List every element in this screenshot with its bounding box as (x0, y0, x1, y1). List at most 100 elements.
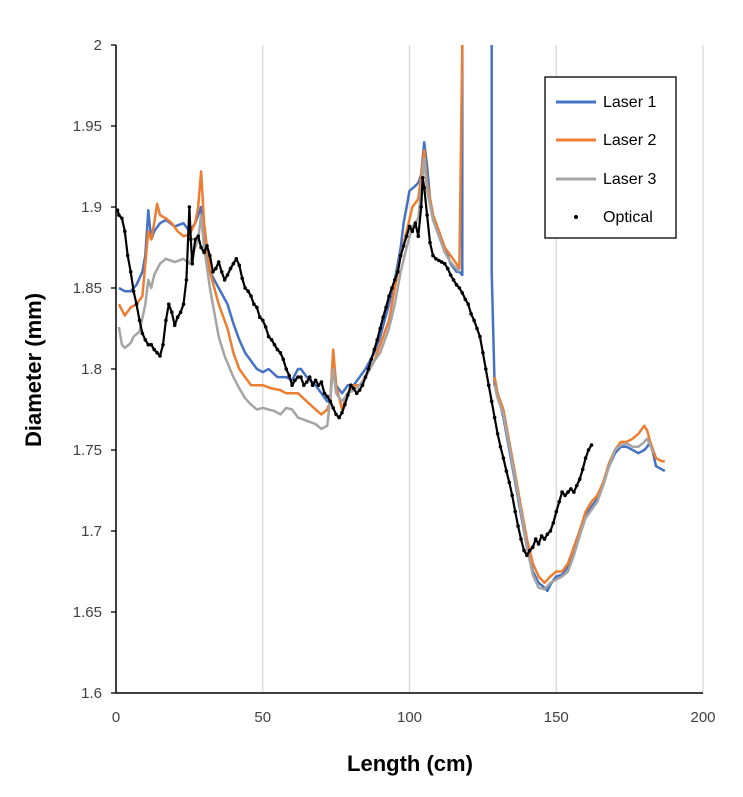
data-point-optical (310, 383, 315, 388)
data-point-optical (155, 351, 159, 355)
data-point-optical (586, 448, 591, 452)
data-point-optical (246, 289, 250, 294)
data-point-optical (531, 545, 535, 549)
data-point-optical (548, 529, 553, 533)
data-point-optical (219, 270, 224, 274)
data-point-optical (445, 266, 450, 271)
data-point-optical (504, 469, 509, 473)
data-point-optical (222, 278, 227, 282)
data-point-optical (519, 537, 523, 541)
data-point-optical (117, 213, 121, 217)
data-point-optical (457, 286, 462, 290)
data-point-optical (486, 383, 491, 388)
data-point-optical (178, 310, 183, 315)
data-point-optical (396, 270, 400, 274)
data-point-optical (128, 270, 133, 274)
data-point-optical (249, 294, 253, 298)
data-point-optical (557, 500, 561, 504)
data-point-optical (463, 297, 468, 302)
data-point-optical (372, 347, 377, 352)
data-point-optical (281, 357, 286, 362)
data-point-optical (293, 378, 297, 383)
y-tick-label: 1.6 (81, 685, 102, 702)
y-tick-label: 1.65 (73, 604, 102, 621)
data-point-optical (525, 553, 529, 558)
legend: Laser 1 Laser 2 Laser 3 Optical (544, 76, 677, 239)
data-point-optical (272, 342, 277, 347)
data-point-optical (137, 318, 142, 323)
data-point-optical (216, 260, 221, 264)
x-tick-label: 200 (690, 709, 715, 726)
data-point-optical (237, 263, 242, 268)
data-point-optical (516, 524, 520, 528)
y-tick-label: 1.8 (81, 361, 102, 378)
data-point-optical (369, 357, 374, 362)
legend-label-optical: Optical (603, 209, 653, 226)
data-point-optical (146, 342, 151, 347)
data-point-optical (410, 229, 415, 234)
y-tick-label: 1.85 (73, 280, 102, 297)
data-point-optical (492, 415, 497, 420)
x-tick-label: 50 (254, 709, 271, 726)
data-point-optical (589, 443, 594, 447)
y-tick-label: 1.9 (81, 199, 102, 216)
data-point-optical (269, 338, 274, 342)
data-point-optical (164, 318, 168, 323)
data-point-optical (255, 305, 259, 310)
data-point-optical (475, 326, 479, 331)
data-point-optical (469, 312, 473, 316)
legend-label-laser-1: Laser 1 (603, 94, 656, 111)
data-point-optical (401, 244, 406, 248)
data-point-optical (393, 278, 397, 282)
data-point-optical (158, 354, 162, 358)
axes (111, 44, 703, 694)
data-point-optical (354, 391, 359, 396)
data-point-optical (481, 351, 485, 355)
data-point-optical (322, 391, 327, 396)
data-point-optical (266, 334, 271, 339)
data-point-optical (115, 208, 120, 212)
data-point-optical (533, 537, 538, 541)
data-point-optical (489, 399, 494, 404)
data-point-optical (398, 253, 403, 258)
data-point-optical (240, 276, 244, 281)
data-point-optical (551, 521, 556, 525)
data-point-optical (454, 283, 459, 287)
data-point-optical (343, 402, 347, 407)
data-point-optical (290, 383, 294, 388)
data-point-optical (340, 410, 344, 415)
data-point-optical (243, 286, 247, 290)
y-tick-labels: 1.6 1.65 1.7 1.75 1.8 1.85 1.9 1.95 2 (73, 37, 102, 702)
x-tick-label: 150 (544, 709, 569, 726)
data-point-optical (123, 229, 127, 234)
data-point-optical (404, 234, 409, 238)
data-point-optical (495, 432, 500, 436)
data-point-optical (134, 302, 139, 307)
series-group (115, 44, 666, 593)
data-point-optical (334, 412, 338, 417)
data-point-optical (498, 445, 503, 449)
data-point-optical (451, 278, 456, 282)
data-point-optical (434, 257, 438, 261)
data-point-optical (189, 237, 193, 242)
data-point-optical (351, 386, 356, 391)
data-point-optical (181, 302, 186, 307)
data-point-optical (569, 487, 573, 491)
data-point-optical (437, 258, 441, 263)
data-point-optical (316, 383, 321, 388)
data-point-optical (384, 305, 388, 310)
y-tick-label: 1.75 (73, 442, 102, 459)
data-point-optical (231, 261, 236, 266)
data-point-optical (258, 315, 262, 320)
data-point-optical (278, 351, 283, 355)
data-point-optical (349, 383, 353, 388)
data-point-optical (539, 534, 544, 538)
data-point-optical (580, 467, 585, 472)
data-point-optical (152, 347, 156, 352)
data-point-optical (187, 205, 192, 209)
data-point-optical (205, 244, 209, 248)
data-point-optical (560, 490, 564, 494)
data-point-optical (566, 490, 570, 494)
data-point-optical (363, 375, 368, 379)
data-point-optical (387, 294, 391, 298)
